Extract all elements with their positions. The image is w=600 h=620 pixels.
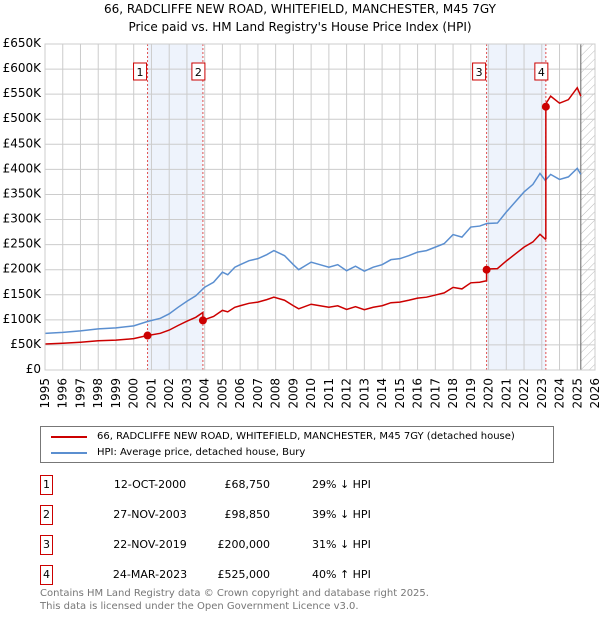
x-tick-label: 2004 <box>198 378 212 409</box>
x-tick-label: 2009 <box>286 378 300 409</box>
y-tick-label: £450K <box>3 136 43 150</box>
legend-hpi-swatch <box>51 451 87 454</box>
sale-label-box <box>191 62 206 81</box>
sale-label-box <box>133 62 148 81</box>
x-tick-label: 1996 <box>56 378 70 409</box>
footer-copyright: Contains HM Land Registry data © Crown c… <box>40 588 429 599</box>
sale-date: 27-NOV-2003 <box>113 508 187 521</box>
sale-label-box <box>534 62 549 81</box>
sale-row: 3 22-NOV-2019 £200,000 31% ↓ HPI <box>40 535 560 555</box>
price-chart: £0 £50K £100K £150K £200K £250K £300K £350K £400… <box>3 36 600 409</box>
x-tick-label: 2016 <box>411 378 425 409</box>
sale-date: 24-MAR-2023 <box>112 568 188 581</box>
sale-point <box>541 102 550 111</box>
x-tick-label: 2024 <box>553 378 567 409</box>
y-tick-label: £500K <box>3 111 43 125</box>
x-tick-label: 2013 <box>357 378 371 409</box>
sale-label: 4 <box>538 66 545 79</box>
shade-region <box>147 44 203 370</box>
x-tick-label: 2015 <box>393 378 407 409</box>
sale-marker-number: 4 <box>40 565 53 585</box>
sale-hpi-diff: 40% ↑ HPI <box>312 568 371 581</box>
x-tick-label: 2020 <box>482 378 496 409</box>
sale-price: £98,850 <box>224 508 271 521</box>
sale-row: 1 12-OCT-2000 £68,750 29% ↓ HPI <box>40 475 560 495</box>
y-tick-label: £250K <box>3 237 43 251</box>
y-tick-label: £200K <box>3 262 43 276</box>
legend: 66, RADCLIFFE NEW ROAD, WHITEFIELD, MANC… <box>40 426 554 463</box>
sale-point <box>198 316 207 325</box>
x-tick-label: 2003 <box>180 378 194 409</box>
x-tick-label: 2011 <box>322 378 336 409</box>
y-tick-label: £150K <box>3 287 43 301</box>
sale-hpi-diff: 39% ↓ HPI <box>312 508 371 521</box>
chart-subtitle: Price paid vs. HM Land Registry's House … <box>128 20 472 34</box>
sale-marker-number: 2 <box>40 505 53 525</box>
sale-price: £68,750 <box>224 478 271 491</box>
x-tick-label: 2007 <box>251 378 265 409</box>
shade-region <box>486 44 546 370</box>
sale-label: 2 <box>195 66 202 79</box>
forecast-hatch <box>580 44 595 370</box>
x-tick-label: 1997 <box>73 378 87 409</box>
y-tick-label: £0 <box>26 362 41 376</box>
x-tick-label: 2001 <box>144 378 158 409</box>
x-tick-label: 2002 <box>162 378 176 409</box>
y-tick-label: £400K <box>3 161 43 175</box>
y-tick-label: £100K <box>3 312 43 326</box>
y-tick-label: £650K <box>3 36 43 50</box>
footer-licence: This data is licensed under the Open Gov… <box>40 601 359 612</box>
x-tick-label: 2023 <box>535 378 549 409</box>
sale-label: 3 <box>476 66 483 79</box>
sale-label: 1 <box>137 66 144 79</box>
legend-property-swatch <box>51 435 87 438</box>
x-tick-label: 2017 <box>428 378 442 409</box>
x-tick-label: 2008 <box>269 378 283 409</box>
y-tick-label: £550K <box>3 86 43 100</box>
y-tick-label: £50K <box>10 337 42 351</box>
x-tick-label: 2005 <box>215 378 229 409</box>
property-line <box>44 86 582 345</box>
y-tick-label: £300K <box>3 212 43 226</box>
x-tick-label: 1995 <box>38 378 52 409</box>
x-tick-label: 2014 <box>375 378 389 409</box>
legend-hpi-label: HPI: Average price, detached house, Bury <box>97 447 306 458</box>
legend-property-label: 66, RADCLIFFE NEW ROAD, WHITEFIELD, MANC… <box>97 431 515 442</box>
x-tick-label: 2022 <box>517 378 531 409</box>
x-tick-label: 2026 <box>588 378 600 409</box>
sale-point <box>143 331 152 340</box>
sale-point <box>482 265 491 274</box>
sale-marker-number: 3 <box>40 535 53 555</box>
sale-hpi-diff: 31% ↓ HPI <box>312 538 371 551</box>
y-tick-label: £600K <box>3 61 43 75</box>
sale-price: £525,000 <box>217 568 271 581</box>
x-tick-label: 2025 <box>570 378 584 409</box>
plot-border <box>44 43 596 371</box>
x-tick-label: 2021 <box>499 378 513 409</box>
sale-row: 2 27-NOV-2003 £98,850 39% ↓ HPI <box>40 505 560 525</box>
sale-row: 4 24-MAR-2023 £525,000 40% ↑ HPI <box>40 565 560 585</box>
x-tick-label: 1999 <box>109 378 123 409</box>
chart-title: 66, RADCLIFFE NEW ROAD, WHITEFIELD, MANC… <box>104 2 496 16</box>
x-tick-label: 2012 <box>340 378 354 409</box>
x-tick-label: 2006 <box>233 378 247 409</box>
x-tick-label: 1998 <box>91 378 105 409</box>
sale-date: 22-NOV-2019 <box>113 538 187 551</box>
sale-price: £200,000 <box>217 538 271 551</box>
sale-date: 12-OCT-2000 <box>113 478 187 491</box>
x-tick-label: 2000 <box>127 378 141 409</box>
x-tick-label: 2019 <box>464 378 478 409</box>
sale-label-box <box>472 62 487 81</box>
hpi-line <box>44 167 582 335</box>
y-tick-label: £350K <box>3 186 43 200</box>
sale-hpi-diff: 29% ↓ HPI <box>312 478 371 491</box>
sale-marker-number: 1 <box>40 475 53 495</box>
x-tick-label: 2018 <box>446 378 460 409</box>
x-tick-label: 2010 <box>304 378 318 409</box>
